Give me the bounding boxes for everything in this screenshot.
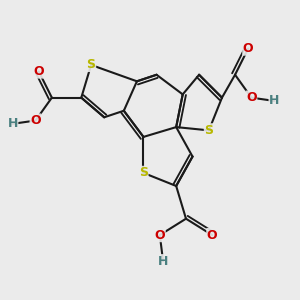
Text: O: O bbox=[30, 114, 41, 127]
Text: H: H bbox=[8, 117, 18, 130]
Text: S: S bbox=[139, 167, 148, 179]
Text: O: O bbox=[207, 229, 218, 242]
Text: O: O bbox=[246, 91, 257, 104]
Text: O: O bbox=[154, 229, 165, 242]
Text: S: S bbox=[87, 58, 96, 71]
Text: S: S bbox=[204, 124, 213, 137]
Text: O: O bbox=[34, 65, 44, 78]
Text: H: H bbox=[269, 94, 280, 107]
Text: O: O bbox=[243, 42, 254, 55]
Text: H: H bbox=[158, 255, 168, 268]
